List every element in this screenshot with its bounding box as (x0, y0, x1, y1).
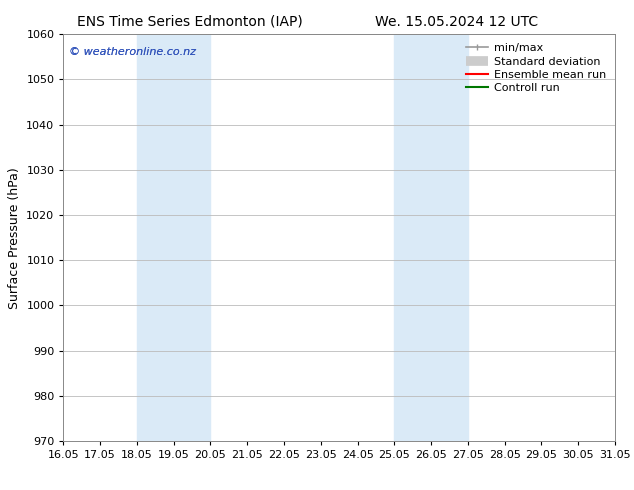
Text: We. 15.05.2024 12 UTC: We. 15.05.2024 12 UTC (375, 15, 538, 29)
Bar (394, 34, 468, 441)
Bar (137, 34, 210, 441)
Text: © weatheronline.co.nz: © weatheronline.co.nz (69, 47, 196, 56)
Text: ENS Time Series Edmonton (IAP): ENS Time Series Edmonton (IAP) (77, 15, 303, 29)
Text: © weatheronline.co.nz: © weatheronline.co.nz (69, 47, 196, 56)
Y-axis label: Surface Pressure (hPa): Surface Pressure (hPa) (8, 167, 21, 309)
Legend: min/max, Standard deviation, Ensemble mean run, Controll run: min/max, Standard deviation, Ensemble me… (463, 40, 609, 97)
